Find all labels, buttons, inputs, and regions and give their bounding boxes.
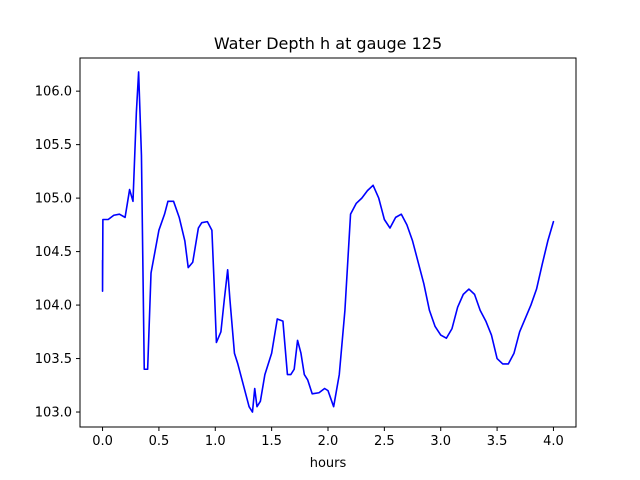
- x-tick-label: 3.5: [487, 434, 508, 449]
- axes-frame: [79, 57, 577, 428]
- x-tick-label: 4.0: [543, 434, 564, 449]
- y-tick-label: 103.5: [35, 352, 72, 367]
- plot-area: [101, 71, 555, 413]
- y-tick-label: 103.0: [35, 406, 72, 421]
- y-tick-label: 104.0: [35, 299, 72, 314]
- x-tick-label: 2.5: [374, 434, 395, 449]
- x-tick-label: 2.0: [318, 434, 339, 449]
- axis-ticks: 0.0 0.5 1.0 1.5 2.0 2.5 3.0 3.5 4.0 103.0 103.5 104…: [35, 85, 564, 449]
- x-tick-label: 3.0: [430, 434, 451, 449]
- series-line-0: [101, 71, 555, 413]
- x-tick-label: 0.5: [149, 434, 170, 449]
- x-axis-label: hours: [310, 456, 347, 471]
- chart-title: Water Depth h at gauge 125: [214, 34, 442, 53]
- x-tick-label: 1.5: [261, 434, 282, 449]
- y-tick-label: 105.0: [35, 192, 72, 207]
- y-tick-label: 104.5: [35, 245, 72, 260]
- x-tick-label: 0.0: [92, 434, 113, 449]
- y-tick-label: 106.0: [35, 85, 72, 100]
- x-tick-label: 1.0: [205, 434, 226, 449]
- y-tick-label: 105.5: [35, 138, 72, 153]
